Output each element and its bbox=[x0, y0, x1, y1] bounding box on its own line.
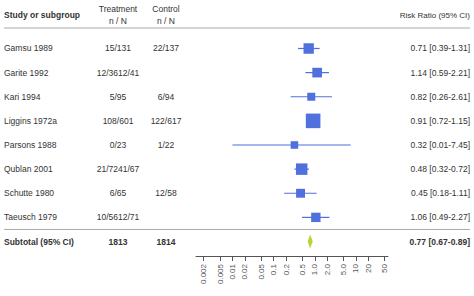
svg-text:Kari 1994: Kari 1994 bbox=[4, 92, 41, 102]
svg-text:0.5: 0.5 bbox=[298, 263, 307, 275]
svg-text:12/58: 12/58 bbox=[155, 188, 177, 198]
svg-text:Garite 1992: Garite 1992 bbox=[4, 68, 49, 78]
svg-text:0.05: 0.05 bbox=[257, 263, 266, 279]
svg-text:50: 50 bbox=[380, 263, 389, 272]
svg-text:122/617: 122/617 bbox=[151, 116, 182, 126]
svg-text:0.91 [0.72-1.15]: 0.91 [0.72-1.15] bbox=[410, 116, 470, 126]
svg-text:0.71 [0.39-1.31]: 0.71 [0.39-1.31] bbox=[410, 43, 470, 53]
svg-text:Taeusch 1979: Taeusch 1979 bbox=[4, 212, 57, 222]
svg-text:0.48 [0.32-0.72]: 0.48 [0.32-0.72] bbox=[410, 164, 470, 174]
svg-text:0/23: 0/23 bbox=[110, 140, 127, 150]
svg-text:2.0: 2.0 bbox=[323, 263, 332, 275]
svg-text:0.02: 0.02 bbox=[240, 263, 249, 279]
svg-text:Subtotal (95% CI): Subtotal (95% CI) bbox=[4, 237, 74, 247]
svg-text:Parsons 1988: Parsons 1988 bbox=[4, 140, 57, 150]
svg-text:1813: 1813 bbox=[109, 237, 128, 247]
svg-text:0.002: 0.002 bbox=[199, 263, 208, 284]
svg-text:0.01: 0.01 bbox=[228, 263, 237, 279]
svg-text:1/22: 1/22 bbox=[158, 140, 175, 150]
svg-text:n / N: n / N bbox=[109, 16, 127, 26]
svg-text:15/131: 15/131 bbox=[105, 43, 131, 53]
svg-text:0.45 [0.18-1.11]: 0.45 [0.18-1.11] bbox=[411, 188, 470, 198]
svg-text:20: 20 bbox=[364, 263, 373, 272]
svg-text:Qublan 2001: Qublan 2001 bbox=[4, 164, 53, 174]
svg-text:0.77 [0.67-0.89]: 0.77 [0.67-0.89] bbox=[410, 237, 471, 247]
svg-text:Control: Control bbox=[152, 4, 180, 14]
svg-text:Risk Ratio (95% CI): Risk Ratio (95% CI) bbox=[400, 11, 471, 20]
svg-text:0.82 [0.26-2.61]: 0.82 [0.26-2.61] bbox=[410, 92, 470, 102]
svg-text:0.2: 0.2 bbox=[282, 263, 291, 275]
svg-text:Schutte 1980: Schutte 1980 bbox=[4, 188, 54, 198]
svg-text:n / N: n / N bbox=[157, 16, 175, 26]
svg-text:0.1: 0.1 bbox=[269, 263, 278, 275]
svg-text:12/3612/41: 12/3612/41 bbox=[97, 68, 140, 78]
svg-text:1.06 [0.49-2.27]: 1.06 [0.49-2.27] bbox=[410, 212, 470, 222]
svg-text:6/65: 6/65 bbox=[110, 188, 127, 198]
svg-text:108/601: 108/601 bbox=[103, 116, 134, 126]
svg-text:6/94: 6/94 bbox=[158, 92, 175, 102]
svg-text:1.0: 1.0 bbox=[310, 263, 319, 275]
svg-text:5.0: 5.0 bbox=[339, 263, 348, 275]
svg-text:21/7241/67: 21/7241/67 bbox=[97, 164, 140, 174]
svg-text:Study or subgroup: Study or subgroup bbox=[4, 10, 80, 20]
svg-text:10/5612/71: 10/5612/71 bbox=[97, 212, 140, 222]
svg-text:Liggins 1972a: Liggins 1972a bbox=[4, 116, 57, 126]
svg-text:10: 10 bbox=[351, 263, 360, 272]
svg-text:22/137: 22/137 bbox=[153, 43, 179, 53]
svg-text:0.32 [0.01-7.45]: 0.32 [0.01-7.45] bbox=[410, 140, 470, 150]
svg-text:1.14 [0.59-2.21]: 1.14 [0.59-2.21] bbox=[410, 68, 470, 78]
svg-text:1814: 1814 bbox=[157, 237, 176, 247]
svg-text:0.005: 0.005 bbox=[216, 263, 225, 284]
svg-text:Treatment: Treatment bbox=[99, 4, 138, 14]
svg-text:Gamsu 1989: Gamsu 1989 bbox=[4, 43, 53, 53]
svg-text:5/95: 5/95 bbox=[110, 92, 127, 102]
